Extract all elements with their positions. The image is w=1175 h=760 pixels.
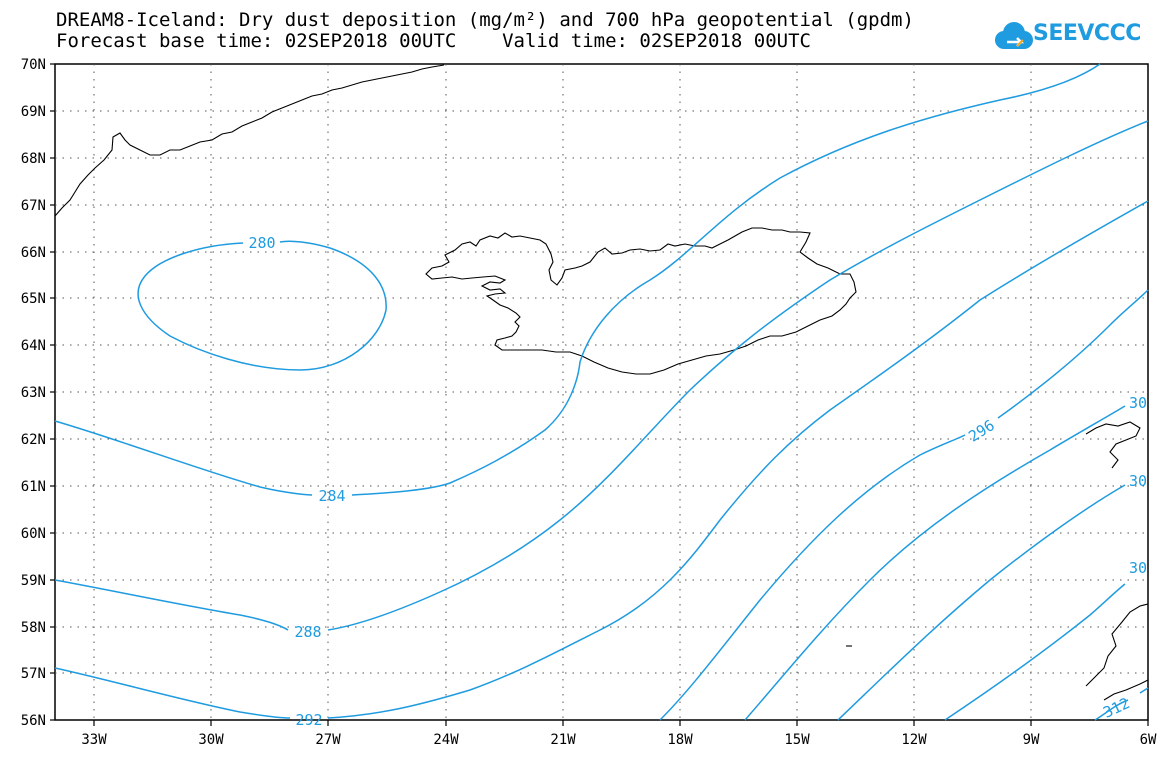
lon-label: 33W xyxy=(81,732,107,748)
lon-label: 15W xyxy=(784,732,810,748)
contour-312 xyxy=(1094,687,1149,721)
contour-label: 30 xyxy=(1129,472,1147,490)
norway-coast-fragment xyxy=(1085,421,1141,469)
contour-304 xyxy=(837,484,1126,721)
longitude-labels: 33W 30W 27W 24W 21W 18W 15W 12W 9W 6W xyxy=(81,732,1157,748)
lon-label: 18W xyxy=(667,732,693,748)
lon-label: 30W xyxy=(198,732,224,748)
contour-label: 30 xyxy=(1129,394,1147,412)
contour-label: 312 xyxy=(1100,694,1132,722)
contour-label: 288 xyxy=(294,623,321,641)
seevccc-logo xyxy=(995,22,1033,49)
lon-label: 12W xyxy=(901,732,927,748)
lat-label: 67N xyxy=(21,198,46,214)
lat-label: 70N xyxy=(21,57,46,73)
graticule xyxy=(55,64,1148,720)
lat-label: 63N xyxy=(21,385,46,401)
latitude-labels: 70N 69N 68N 67N 66N 65N 64N 63N 62N 61N … xyxy=(21,57,46,729)
geopotential-contours xyxy=(54,63,1149,721)
lat-label: 64N xyxy=(21,338,46,354)
scotland-coast-fragment xyxy=(1085,603,1149,701)
contour-292 xyxy=(54,200,1149,719)
contour-label: 296 xyxy=(965,416,998,446)
lat-label: 61N xyxy=(21,479,46,495)
lat-label: 68N xyxy=(21,151,46,167)
lon-label: 24W xyxy=(433,732,459,748)
lon-label: 27W xyxy=(315,732,341,748)
contour-label: 284 xyxy=(318,487,345,505)
lat-label: 66N xyxy=(21,245,46,261)
contour-296 xyxy=(659,289,1149,721)
iceland-coast xyxy=(425,227,857,375)
lat-label: 58N xyxy=(21,620,46,636)
contour-label: 280 xyxy=(248,234,275,252)
coastlines xyxy=(54,64,1149,701)
lon-label: 21W xyxy=(550,732,576,748)
lat-label: 57N xyxy=(21,666,46,682)
map-title-line1: DREAM8-Iceland: Dry dust deposition (mg/… xyxy=(56,9,914,31)
map-frame xyxy=(54,63,1149,721)
contour-308 xyxy=(944,583,1126,721)
lon-label: 6W xyxy=(1140,732,1157,748)
greenland-coast xyxy=(54,64,445,217)
contour-labels: 280 284 288 292 296 30 30 30 312 xyxy=(248,234,1147,729)
lat-label: 65N xyxy=(21,291,46,307)
contour-label: 30 xyxy=(1129,559,1147,577)
lat-label: 56N xyxy=(21,713,46,729)
contour-300 xyxy=(744,405,1126,721)
lat-label: 69N xyxy=(21,104,46,120)
map-title-line2: Forecast base time: 02SEP2018 00UTC Vali… xyxy=(56,30,811,52)
lat-label: 60N xyxy=(21,526,46,542)
lat-label: 59N xyxy=(21,573,46,589)
contour-284 xyxy=(54,63,1101,496)
contour-280 xyxy=(137,240,387,371)
axis-ticks xyxy=(50,63,1149,726)
cloud-arrow-icon xyxy=(995,22,1033,49)
lat-label: 62N xyxy=(21,432,46,448)
logo-text: SEEVCCC xyxy=(1033,21,1141,46)
contour-label: 292 xyxy=(295,711,322,729)
lon-label: 9W xyxy=(1023,732,1040,748)
contour-288 xyxy=(54,120,1149,631)
